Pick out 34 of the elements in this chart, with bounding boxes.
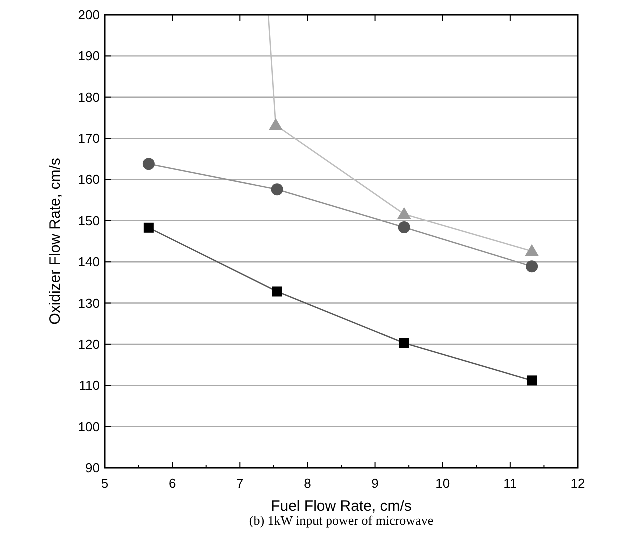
y-tick-label: 110 bbox=[79, 378, 100, 394]
x-tick-label: 8 bbox=[304, 476, 312, 491]
x-tick-label: 6 bbox=[168, 476, 176, 491]
point bbox=[272, 286, 282, 297]
x-tick-label: 5 bbox=[101, 476, 109, 491]
point bbox=[525, 244, 540, 256]
x-tick-label: 9 bbox=[372, 476, 379, 491]
y-tick-label: 150 bbox=[78, 213, 100, 228]
y-tick-label: 90 bbox=[86, 460, 100, 476]
point bbox=[397, 207, 412, 220]
point bbox=[527, 376, 538, 386]
y-tick-label: 170 bbox=[78, 131, 100, 146]
y-axis-title: Oxidizer Flow Rate, cm/s bbox=[47, 158, 64, 325]
point bbox=[398, 222, 410, 234]
y-tick-label: 200 bbox=[78, 8, 100, 22]
point bbox=[142, 158, 155, 170]
point bbox=[399, 338, 410, 348]
x-tick-label: 10 bbox=[436, 476, 450, 491]
y-tick-label: 190 bbox=[78, 48, 100, 64]
y-tick-label: 160 bbox=[78, 172, 100, 188]
y-tick-label: 180 bbox=[78, 90, 100, 105]
y-tick-label: 140 bbox=[78, 254, 100, 270]
y-tick-label: 120 bbox=[78, 336, 100, 352]
x-tick-label: 11 bbox=[504, 476, 518, 491]
point bbox=[526, 260, 538, 273]
point bbox=[144, 222, 154, 233]
y-tick-label: 130 bbox=[78, 296, 100, 311]
point bbox=[268, 118, 283, 130]
text: (b) 1kW input power of microwave bbox=[249, 513, 434, 528]
y-tick-label: 100 bbox=[78, 419, 100, 434]
x-tick-label: 12 bbox=[570, 476, 586, 491]
x-axis-title: Fuel Flow Rate, cm/s bbox=[271, 498, 412, 515]
x-tick-label: 7 bbox=[236, 476, 244, 491]
point bbox=[271, 184, 284, 196]
